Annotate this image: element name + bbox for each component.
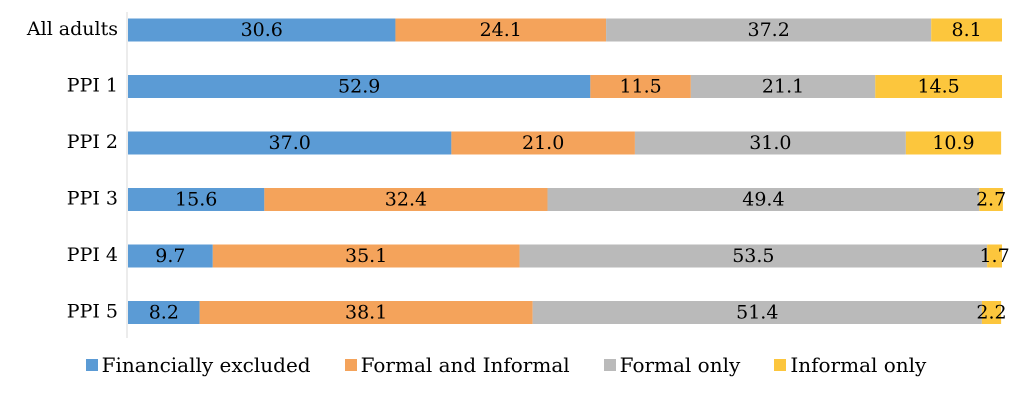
legend-item: Formal and Informal: [344, 353, 570, 377]
bar-segment: [987, 244, 1002, 268]
category-label: All adults: [26, 18, 118, 40]
data-label: 21.1: [762, 76, 804, 98]
data-label: 1.7: [979, 245, 1009, 267]
data-label: 10.9: [932, 132, 974, 154]
bar-segment: [128, 188, 265, 211]
data-label: 53.5: [732, 245, 774, 267]
legend-label: Financially excluded: [101, 353, 311, 377]
data-label: 51.4: [736, 302, 778, 324]
data-label: 8.1: [951, 19, 981, 41]
data-label: 32.4: [385, 189, 427, 211]
category-label: PPI 5: [67, 301, 118, 323]
bar-segment: [634, 131, 906, 155]
legend-item: Financially excluded: [85, 353, 311, 377]
stacked-bar-chart: All adults PPI 1 PPI 2 PPI 3 PPI 4 PPI 5 30.6…: [26, 12, 1010, 338]
bar-segment: [128, 18, 396, 42]
data-label: 31.0: [749, 132, 791, 154]
bar-segment: [875, 75, 1002, 98]
data-label: 9.7: [155, 245, 185, 267]
value-labels: 30.6 24.1 37.2 8.1 52.9 11.5 21.1 14.5 37.0 21.0 3…: [149, 19, 1010, 324]
legend-label: Formal only: [619, 353, 741, 377]
data-label: 14.5: [917, 76, 959, 98]
legend-swatch: [85, 359, 98, 371]
bar-segment: [128, 244, 213, 268]
legend-item: Formal only: [603, 353, 741, 377]
bar-segment: [519, 244, 988, 268]
legend: Financially excluded Formal and Informal F…: [0, 353, 1012, 377]
bars: [128, 18, 1003, 324]
category-label: PPI 4: [67, 244, 118, 266]
bar-segment: [981, 301, 1002, 324]
data-label: 11.5: [619, 76, 661, 98]
legend-label: Informal only: [790, 353, 927, 377]
bar-segment: [590, 75, 691, 98]
data-label: 35.1: [345, 245, 387, 267]
legend-swatch: [344, 359, 357, 371]
bar-segment: [128, 75, 591, 98]
data-label: 37.0: [269, 132, 311, 154]
data-label: 24.1: [480, 19, 522, 41]
bar-segment: [451, 131, 635, 155]
bar-segment: [128, 131, 452, 155]
bar-segment: [690, 75, 876, 98]
legend-item: Informal only: [774, 353, 926, 377]
bar-segment: [128, 301, 200, 324]
data-label: 8.2: [149, 302, 179, 324]
category-labels: All adults PPI 1 PPI 2 PPI 3 PPI 4 PPI 5: [26, 18, 118, 323]
category-label: PPI 2: [67, 131, 118, 153]
legend-label: Formal and Informal: [360, 353, 570, 377]
data-label: 2.2: [976, 302, 1006, 324]
data-label: 21.0: [522, 132, 564, 154]
legend-swatch: [774, 359, 787, 371]
legend-swatch: [603, 359, 616, 371]
data-label: 49.4: [742, 189, 784, 211]
data-label: 38.1: [345, 302, 387, 324]
bar-segment: [264, 188, 548, 211]
data-label: 37.2: [747, 19, 789, 41]
bar-segment: [979, 188, 1003, 211]
data-label: 52.9: [338, 76, 380, 98]
bar-segment: [547, 188, 980, 211]
data-label: 15.6: [175, 189, 217, 211]
data-label: 2.7: [976, 189, 1006, 211]
bar-segment: [395, 18, 607, 42]
bar-segment: [532, 301, 982, 324]
data-label: 30.6: [241, 19, 283, 41]
bar-segment: [905, 131, 1002, 155]
bar-segment: [212, 244, 520, 268]
bar-segment: [606, 18, 932, 42]
category-label: PPI 3: [67, 188, 118, 210]
bar-segment: [199, 301, 533, 324]
category-label: PPI 1: [67, 75, 118, 97]
bar-segment: [931, 18, 1002, 42]
